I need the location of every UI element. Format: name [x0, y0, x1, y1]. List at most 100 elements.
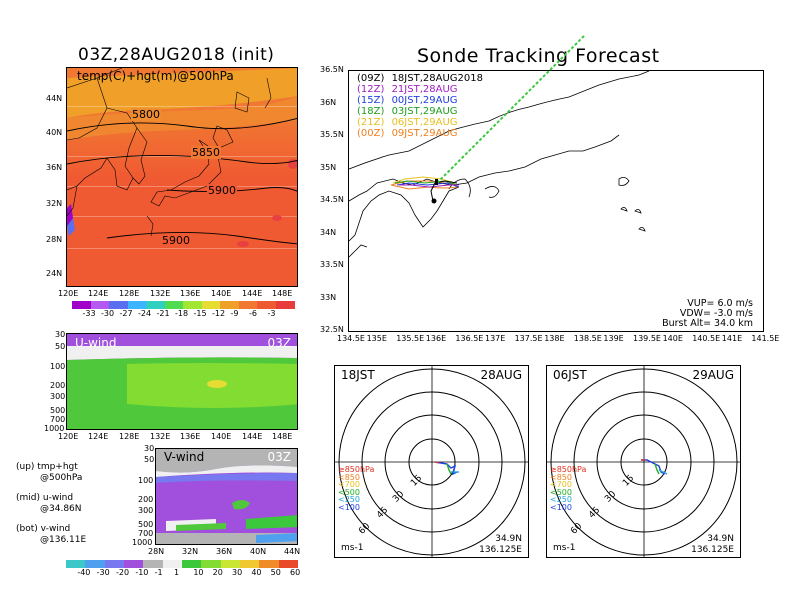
lon-tick: 144E: [242, 289, 263, 298]
track-map-svg: [348, 34, 650, 258]
colorbar-segment: [104, 560, 125, 568]
p-tick: 500: [50, 406, 66, 415]
note-text: (mid) u-wind: [16, 493, 74, 503]
colorbar-segment: [72, 301, 91, 309]
legend-row: (00Z) 09JST,29AUG: [357, 128, 483, 139]
lon-tick: 136.5E: [455, 334, 484, 343]
u-wind-panel: U-wind 03Z: [66, 333, 298, 430]
p-tick: 200: [138, 495, 154, 504]
p-tick: 30: [144, 444, 155, 453]
colorbar-label: 10: [193, 568, 204, 577]
temp-height-map: temp(C)+hgt(m)@500hPa 5800 5850 5900 590…: [66, 67, 298, 287]
p-tick: 700: [138, 529, 154, 538]
lon-tick: 135.5E: [396, 334, 425, 343]
v-wind-time: 03Z: [267, 450, 292, 464]
note-up: (up) tmp+hgt @500hPa: [16, 462, 146, 484]
lat-tick: 32.5N: [320, 325, 344, 334]
lat-tick: 34N: [320, 227, 337, 237]
pressure-legend-item: <500: [550, 487, 572, 497]
right-title: Sonde Tracking Forecast: [417, 45, 660, 67]
temperature-colorbar-labels: -33 -30 -27 -24 -21 -18 -15 -12 -9 -6 -3: [72, 309, 294, 319]
u-wind-time: 03Z: [267, 336, 292, 350]
lon-tick: 148E: [272, 289, 293, 298]
lat-tick: 44N: [284, 547, 301, 556]
hodo2-pos1: 34.9N: [707, 534, 734, 544]
lon-tick: 141.5E: [751, 334, 780, 343]
colorbar-segment: [275, 301, 295, 309]
hodo1-pos1: 34.9N: [495, 534, 522, 544]
vdw-param: VDW= -3.0 m/s: [679, 308, 753, 319]
contour-label-5800: 5800: [131, 108, 161, 121]
colorbar-label: -20: [116, 568, 130, 577]
colorbar-label: -3: [267, 309, 276, 318]
hodo1-pos2: 136.125E: [479, 545, 522, 555]
note-text: @500hPa: [40, 473, 83, 483]
note-text: @34.86N: [40, 504, 82, 514]
pressure-legend-item: <700: [550, 480, 572, 489]
note-bot: (bot) v-wind @136.11E: [16, 524, 146, 546]
legend-row: (15Z) 00JST,29AUG: [357, 95, 483, 106]
p-tick: 300: [138, 506, 154, 515]
legend-code: (00Z): [357, 128, 385, 139]
p-tick: 200: [50, 381, 66, 390]
wind-colorbar-labels: -40 -30 -20 -10 -1 1 10 20 30 40 50 60: [66, 568, 301, 578]
colorbar-segment: [259, 560, 280, 568]
legend-text: 21JST,28AUG: [388, 84, 458, 95]
hodo1-unit: ms-1: [341, 543, 364, 553]
hodo2-time: 06JST: [553, 368, 587, 382]
pressure-legend-item: <850: [550, 472, 572, 482]
note-text: (up) tmp+hgt: [16, 462, 78, 472]
pressure-legend-1: ≥850hPa <850 <700 <500 <250 <100: [338, 466, 374, 511]
lat-tick: 40N: [46, 128, 63, 137]
lon-tick: 120E: [58, 432, 79, 441]
contour-label-5900-a: 5900: [207, 184, 237, 197]
lon-tick: 138E: [544, 334, 565, 343]
hodo2-unit: ms-1: [553, 543, 576, 553]
legend-code: (21Z): [357, 117, 385, 128]
note-text: @136.11E: [40, 535, 87, 545]
v-wind-panel: V-wind 03Z: [155, 448, 298, 545]
lon-tick: 128E: [119, 289, 140, 298]
colorbar-label: -30: [101, 309, 115, 318]
u-wind-label: U-wind: [75, 336, 117, 350]
pressure-legend-item: <850: [338, 472, 360, 482]
pressure-legend-item: <250: [338, 495, 360, 504]
lon-tick: 124E: [88, 289, 109, 298]
p-tick: 1000: [132, 538, 153, 547]
lon-tick: 140E: [211, 289, 232, 298]
lat-tick: 35.5N: [320, 130, 344, 139]
hodo1-date: 28AUG: [480, 368, 522, 382]
sonde-params: VUP= 6.0 m/s VDW= -3.0 m/s Burst Alt= 34…: [662, 299, 753, 329]
colorbar-segment: [164, 301, 184, 309]
legend-text: 00JST,29AUG: [388, 95, 458, 106]
pressure-legend-item: ≥850hPa: [550, 465, 587, 474]
u-wind-svg: [67, 334, 297, 429]
legend-row: (12Z) 21JST,28AUG: [357, 84, 483, 95]
lon-tick: 140.5E: [692, 334, 721, 343]
legend-text: 09JST,29AUG: [388, 128, 458, 139]
lat-tick: 36N: [320, 97, 337, 107]
colorbar-segment: [183, 301, 202, 309]
lon-tick: 140E: [662, 334, 683, 343]
colorbar-label: 60: [290, 568, 301, 577]
lon-tick: 137E: [485, 334, 506, 343]
temperature-colorbar: [72, 301, 295, 309]
contour-label-5900-b: 5900: [161, 234, 191, 247]
lat-tick: 40N: [250, 547, 267, 556]
colorbar-label: -21: [156, 309, 170, 318]
lon-tick: 141E: [721, 334, 743, 343]
lon-tick: 140E: [211, 432, 232, 441]
launch-point-icon: [431, 198, 437, 204]
colorbar-segment: [85, 560, 106, 568]
lat-tick: 36N: [46, 163, 63, 172]
colorbar-label: -6: [249, 309, 257, 318]
v-wind-label: V-wind: [164, 450, 205, 464]
colorbar-label: -24: [138, 309, 152, 318]
lon-tick: 137.5E: [514, 334, 543, 343]
lat-tick: 28N: [46, 235, 63, 244]
hodo2-pos2: 136.125E: [691, 545, 734, 555]
lon-tick: 144E: [242, 432, 263, 441]
forecast-legend: (09Z) 18JST,28AUG2018 (12Z) 21JST,28AUG (1…: [357, 73, 483, 139]
colorbar-segment: [257, 301, 276, 309]
legend-code: (09Z): [357, 73, 385, 84]
